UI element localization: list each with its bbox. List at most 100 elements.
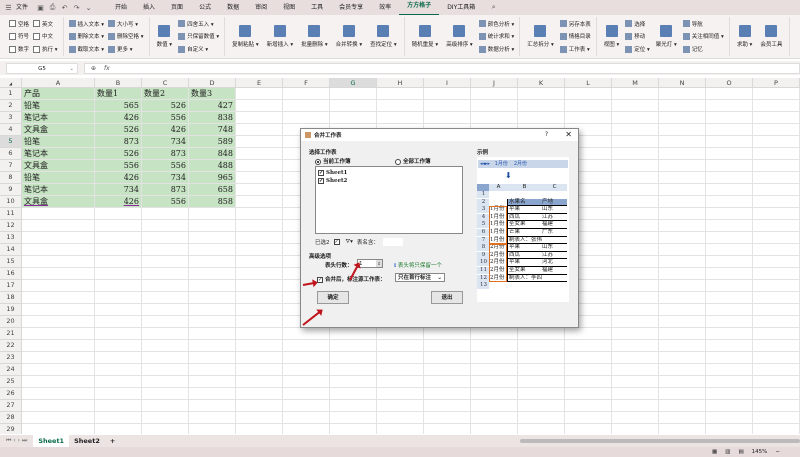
cell-J21[interactable]	[471, 328, 518, 340]
row-header-7[interactable]: 7	[0, 160, 22, 172]
cell-E13[interactable]	[236, 232, 283, 244]
cell-C29[interactable]	[142, 424, 189, 434]
cell-B29[interactable]	[95, 424, 142, 434]
cell-E20[interactable]	[236, 316, 283, 328]
ribbon-button[interactable]: 复制粘贴 ▾	[230, 18, 261, 56]
cell-M14[interactable]	[612, 244, 659, 256]
cell-F24[interactable]	[283, 364, 330, 376]
name-box[interactable]: G5 ⌄	[6, 62, 78, 74]
cell-F1[interactable]	[283, 88, 330, 100]
ribbon-button[interactable]: 统计求和 ▾	[478, 31, 514, 42]
cell-J25[interactable]	[471, 376, 518, 388]
ribbon-button[interactable]: 选择	[625, 18, 650, 29]
cell-D6[interactable]: 848	[189, 148, 236, 160]
cell-L14[interactable]	[565, 244, 612, 256]
horizontal-scrollbar[interactable]	[520, 439, 800, 443]
cell-L12[interactable]	[565, 220, 612, 232]
cell-K29[interactable]	[518, 424, 565, 434]
cell-I2[interactable]	[424, 100, 471, 112]
tab-2[interactable]: 页面	[171, 4, 184, 11]
ribbon-button[interactable]: 执行 ▾	[33, 44, 58, 55]
view-normal-icon[interactable]: ▦	[712, 449, 718, 455]
cell-M25[interactable]	[612, 376, 659, 388]
cell-I3[interactable]	[424, 112, 471, 124]
cell-G2[interactable]	[330, 100, 377, 112]
cell-A4[interactable]: 文具盒	[22, 124, 95, 136]
cell-N26[interactable]	[659, 388, 706, 400]
ribbon-button[interactable]: 中文	[33, 31, 58, 42]
select-all-checkbox[interactable]: ✓	[333, 239, 340, 245]
ribbon-button[interactable]: 数据分析 ▾	[478, 44, 514, 55]
cell-B2[interactable]: 565	[95, 100, 142, 112]
cell-M23[interactable]	[612, 352, 659, 364]
cell-L4[interactable]	[565, 124, 612, 136]
cell-H24[interactable]	[377, 364, 424, 376]
cell-L23[interactable]	[565, 352, 612, 364]
cell-L21[interactable]	[565, 328, 612, 340]
cell-L20[interactable]	[565, 316, 612, 328]
help-button[interactable]: ?	[544, 131, 548, 138]
cell-E25[interactable]	[236, 376, 283, 388]
column-header-E[interactable]: E	[236, 78, 283, 88]
cell-M9[interactable]	[612, 184, 659, 196]
cell-N7[interactable]	[659, 160, 706, 172]
cell-H22[interactable]	[377, 340, 424, 352]
cell-P15[interactable]	[753, 256, 800, 268]
cell-M26[interactable]	[612, 388, 659, 400]
cell-J23[interactable]	[471, 352, 518, 364]
cell-N28[interactable]	[659, 412, 706, 424]
cell-L24[interactable]	[565, 364, 612, 376]
cell-O24[interactable]	[706, 364, 753, 376]
cell-B7[interactable]: 556	[95, 160, 142, 172]
cell-B20[interactable]	[95, 316, 142, 328]
cell-I23[interactable]	[424, 352, 471, 364]
cell-H21[interactable]	[377, 328, 424, 340]
cell-P27[interactable]	[753, 400, 800, 412]
cell-B24[interactable]	[95, 364, 142, 376]
cell-D8[interactable]: 965	[189, 172, 236, 184]
tab-8[interactable]: 会员专享	[339, 4, 364, 11]
cell-J24[interactable]	[471, 364, 518, 376]
close-button[interactable]: ✕	[565, 130, 572, 139]
cell-A27[interactable]	[22, 400, 95, 412]
cell-A17[interactable]	[22, 280, 95, 292]
cell-P16[interactable]	[753, 268, 800, 280]
cell-C12[interactable]	[142, 220, 189, 232]
column-header-G[interactable]: G	[330, 78, 377, 88]
cell-O10[interactable]	[706, 196, 753, 208]
cell-O15[interactable]	[706, 256, 753, 268]
cell-K27[interactable]	[518, 400, 565, 412]
ribbon-button[interactable]: 新增插入 ▾	[265, 18, 296, 56]
cell-L19[interactable]	[565, 304, 612, 316]
cell-A6[interactable]: 笔记本	[22, 148, 95, 160]
cell-D18[interactable]	[189, 292, 236, 304]
ribbon-button[interactable]: 四舍五入 ▾	[178, 18, 219, 29]
cell-E26[interactable]	[236, 388, 283, 400]
cell-L6[interactable]	[565, 148, 612, 160]
cell-O5[interactable]	[706, 136, 753, 148]
cell-P11[interactable]	[753, 208, 800, 220]
ribbon-button[interactable]: 自定义 ▾	[178, 44, 219, 55]
row-header-2[interactable]: 2	[0, 100, 22, 112]
cell-D29[interactable]	[189, 424, 236, 434]
column-header-O[interactable]: O	[706, 78, 753, 88]
cell-P13[interactable]	[753, 232, 800, 244]
cell-B14[interactable]	[95, 244, 142, 256]
cell-M4[interactable]	[612, 124, 659, 136]
cell-A7[interactable]: 文具盒	[22, 160, 95, 172]
cell-B1[interactable]: 数量1	[95, 88, 142, 100]
ribbon-button[interactable]: 英文	[33, 18, 58, 29]
ribbon-button[interactable]: 更多 ▾	[108, 44, 144, 55]
cell-H1[interactable]	[377, 88, 424, 100]
cell-L13[interactable]	[565, 232, 612, 244]
cell-C14[interactable]	[142, 244, 189, 256]
cell-E14[interactable]	[236, 244, 283, 256]
tab-6[interactable]: 视图	[283, 4, 296, 11]
cell-E7[interactable]	[236, 160, 283, 172]
cell-O14[interactable]	[706, 244, 753, 256]
row-header-16[interactable]: 16	[0, 268, 22, 280]
cell-E1[interactable]	[236, 88, 283, 100]
cell-L7[interactable]	[565, 160, 612, 172]
cell-M17[interactable]	[612, 280, 659, 292]
cell-B11[interactable]	[95, 208, 142, 220]
